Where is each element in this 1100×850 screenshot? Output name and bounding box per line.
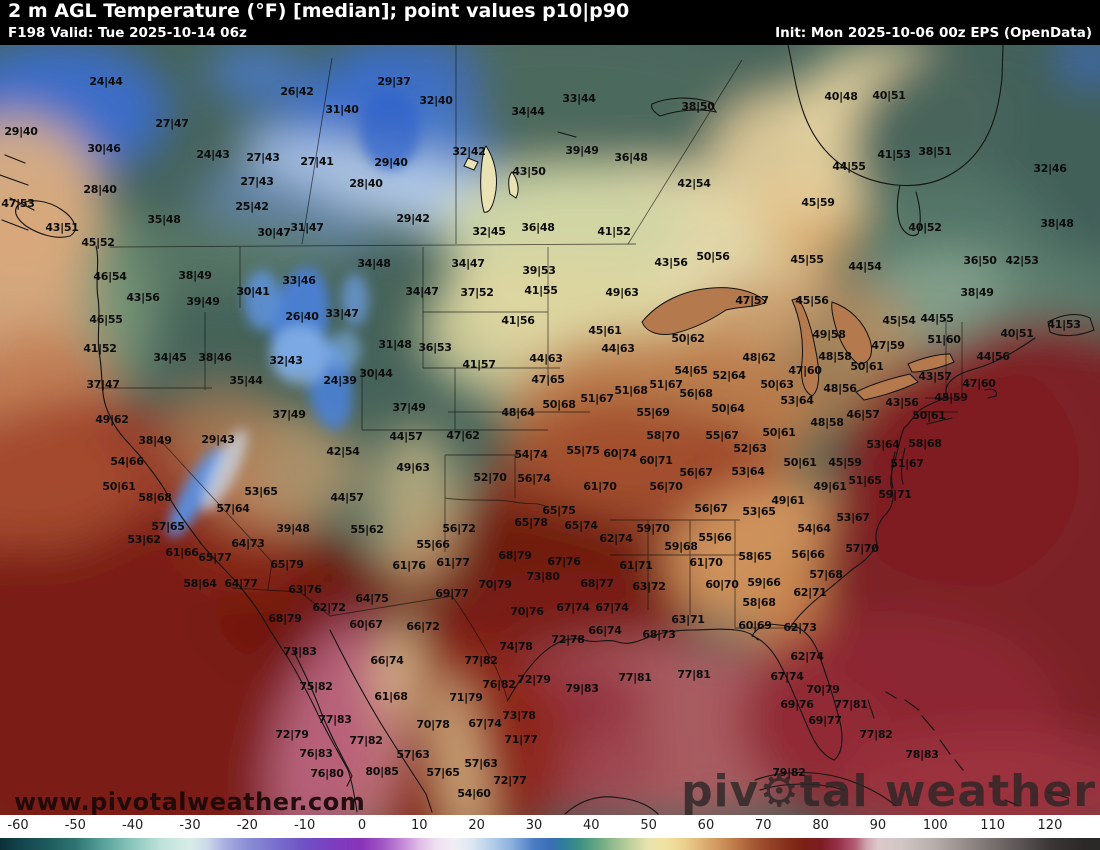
colorbar-tick: 100 — [922, 818, 948, 833]
lakes — [463, 145, 955, 401]
colorbar-tick: 90 — [869, 818, 887, 833]
colorbar-tick: 80 — [812, 818, 829, 833]
borders — [98, 45, 965, 703]
coastlines — [0, 45, 1095, 815]
init-time: Init: Mon 2025-10-06 00z EPS (OpenData) — [775, 25, 1092, 41]
colorbar-tick: 20 — [468, 818, 485, 833]
colorbar-tick: -10 — [294, 818, 316, 833]
valid-time: F198 Valid: Tue 2025-10-14 06z — [8, 25, 247, 41]
site-watermark-text: www.pivotalweather.com — [14, 788, 366, 816]
map-shading — [0, 45, 1100, 815]
colorbar-tick: 110 — [980, 818, 1006, 833]
colorbar-tick: 120 — [1037, 818, 1063, 833]
brand-text-post: tal weather — [799, 766, 1096, 817]
header-bar: 2 m AGL Temperature (°F) [median]; point… — [0, 0, 1100, 45]
colorbar-tick: 70 — [755, 818, 772, 833]
colorbar-tick: 10 — [411, 818, 428, 833]
colorbar-tick: -60 — [7, 818, 29, 833]
brand-logo: piv⚙tal weather — [681, 766, 1096, 817]
brand-text-pre: piv — [681, 766, 760, 817]
colorbar-tick: 30 — [525, 818, 543, 833]
page-title: 2 m AGL Temperature (°F) [median]; point… — [8, 0, 630, 22]
colorbar-tick: 60 — [697, 818, 715, 833]
temperature-map — [0, 45, 1100, 815]
colorbar-gradient — [0, 838, 1100, 850]
gear-icon: ⚙ — [759, 766, 800, 817]
site-watermark: www.pivotalweather.com — [14, 788, 365, 816]
colorbar-tick: 40 — [583, 818, 600, 833]
colorbar: -60 -50 -40 -30 -20 -10 0 10 20 30 40 50 60 70 80 90 100… — [0, 815, 1100, 850]
colorbar-tick: -40 — [122, 818, 144, 833]
colorbar-tick: 0 — [357, 818, 367, 833]
colorbar-tick: -20 — [236, 818, 258, 833]
colorbar-tick: 50 — [640, 818, 657, 833]
colorbar-tick: -30 — [179, 818, 201, 833]
colorbar-tick: -50 — [64, 818, 86, 833]
